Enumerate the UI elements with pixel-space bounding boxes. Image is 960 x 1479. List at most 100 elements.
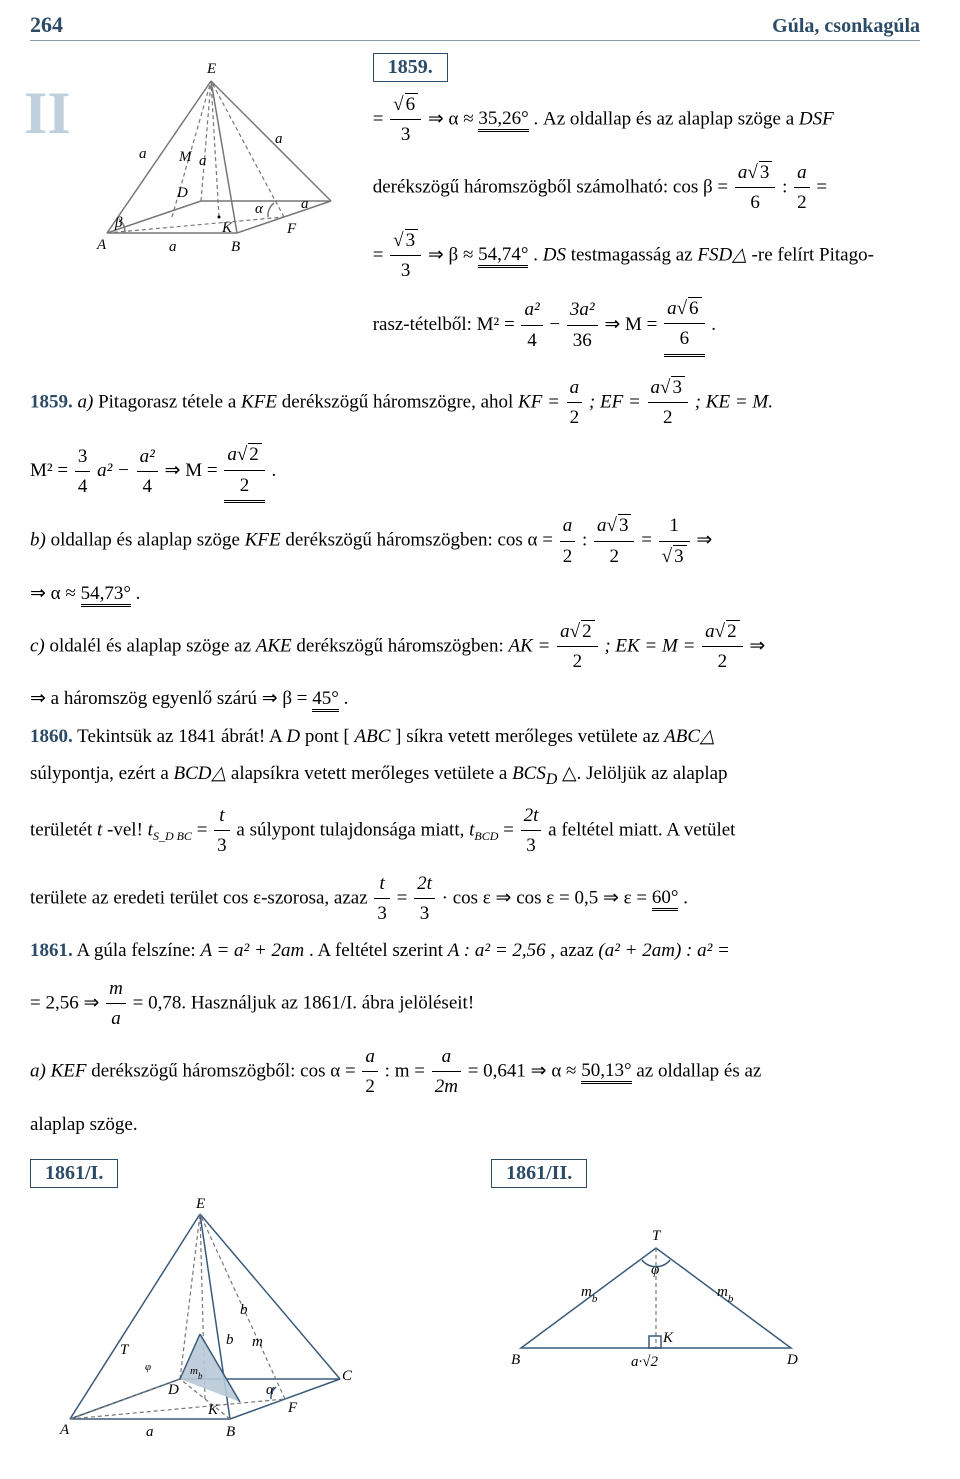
txt: ⇒ α ≈ [30,583,81,604]
f3: (a² + 2am) : a² = [598,940,730,961]
n: a2 [224,440,264,470]
d: 2 [557,647,597,676]
n: a² [137,442,158,472]
txt: derékszögű háromszögből számolható: cos … [373,176,733,197]
dsf-label: DSF [799,108,834,129]
d: 4 [137,472,158,501]
ds-label: DS [543,244,566,265]
fsd-label: FSD△ [697,244,746,265]
lead: 1859. [30,391,73,412]
lbl-D: D [167,1382,179,1398]
txt: derékszögű háromszögre, ahol [282,391,518,412]
num: 3a² [567,295,598,325]
alpha-val: 50,13° [581,1060,631,1084]
lbl-K: K [662,1330,674,1346]
den: 6 [735,188,775,217]
fig1859-lbl-A: A [96,237,107,253]
d: 2m [432,1072,461,1101]
edge-base: a·√2 [631,1354,658,1370]
txt: = [503,819,518,840]
problem-1859-number-box: 1859. [373,53,448,82]
n: 2t [414,869,435,899]
ke: ; KE = M. [695,391,773,412]
fig1859-edge-a-5: a [169,239,177,255]
n: 1 [659,511,690,541]
lbl-E: E [195,1196,205,1212]
txt: = [373,244,388,265]
p1859-c: c) oldalél és alaplap szöge az AKE derék… [30,617,920,677]
figure-1861-1: E A B C D F K T a b b m mb α φ [30,1194,360,1444]
txt: derékszögű háromszögben: [296,635,508,656]
txt: = 2,56 ⇒ [30,992,104,1013]
page-header: 264 Gúla, csonkagúla [30,12,920,41]
lbl-T: T [120,1342,130,1358]
txt: ⇒ β ≈ [428,244,478,265]
d: 3 [214,831,230,860]
d: 3 [414,899,435,928]
num: a² [521,295,542,325]
txt: testmagasság az [571,244,698,265]
p1859-a-2: M² = 34 a² − a²4 ⇒ M = a22 . [30,440,920,503]
d: 2 [224,471,264,500]
txt: . A feltétel szerint [309,940,448,961]
n: a [432,1042,461,1072]
sub: S_D BC [153,829,192,843]
txt: . [683,887,688,908]
txt: . [272,460,277,481]
bcsd: BCS [512,763,546,784]
txt: = [197,819,212,840]
n: a2 [557,617,597,647]
p1861-row4: alaplap szöge. [30,1110,920,1139]
a-label: a) [78,391,94,412]
p1861-row3: a) KEF derékszögű háromszögből: cos α = … [30,1042,920,1102]
txt: = 0,641 ⇒ α ≈ [468,1060,582,1081]
fig1859-lbl-M: M [178,149,193,165]
problem-1859-row: E A B D F K M a a a a a β α 1859. [79,53,920,365]
abc2: ABC△ [664,726,715,747]
d: 2 [560,542,576,571]
fig1859-angle-alpha: α [255,201,264,217]
p1860-row1: 1860. Tekintsük az 1841 ábrát! A D pont … [30,722,920,751]
n: a [560,511,576,541]
bottom-figures: 1861/I. [30,1159,920,1449]
fig1859-lbl-D: D [176,185,188,201]
txt: területét [30,819,97,840]
txt: -vel! [107,819,148,840]
den: 3 [390,256,421,285]
txt: ⇒ [749,635,765,656]
txt: ⇒ [696,530,712,551]
d: 2 [567,403,583,432]
txt: ⇒ a háromszög egyenlő szárú ⇒ β = [30,688,312,709]
p1860-row4: területe az eredeti terület cos ε-szoros… [30,869,920,929]
txt: derékszögű háromszögből: cos α = [91,1060,360,1081]
den: 6 [664,324,704,353]
val: 54,73° [81,583,131,607]
d: a [106,1004,126,1033]
figure-1861-2: T B D K mb mb φ a·√2 [491,1218,821,1378]
ake: AKE [256,635,292,656]
section-mark: II [24,83,71,143]
lbl-F: F [287,1400,298,1416]
bcd: BCD△ [174,763,227,784]
txt: -re felírt Pitago- [752,244,874,265]
n: a [567,373,583,403]
kfe: KFE [241,391,277,412]
txt: súlypontja, ezért a [30,763,174,784]
a-label: a) [30,1060,46,1081]
txt: . [136,583,141,604]
n: 3 [75,442,91,472]
txt: az oldallap és az [636,1060,761,1081]
n: a2 [702,617,742,647]
problem-1859-text: 1859. = 63 ⇒ α ≈ 35,26° . Az oldallap és… [373,53,920,365]
tvel: t [97,819,102,840]
eps-val: 60° [652,887,679,911]
p1859-line2: derékszögű háromszögből számolható: cos … [373,158,920,218]
den: 3 [390,120,421,149]
d: 2 [594,542,634,571]
txt: rasz-tételből: M² = [373,313,520,334]
txt: : m = [385,1060,430,1081]
edge-b-1: b [240,1302,248,1318]
c-label: c) [30,635,45,656]
txt: pont [ [305,726,350,747]
abc: ABC [354,726,390,747]
